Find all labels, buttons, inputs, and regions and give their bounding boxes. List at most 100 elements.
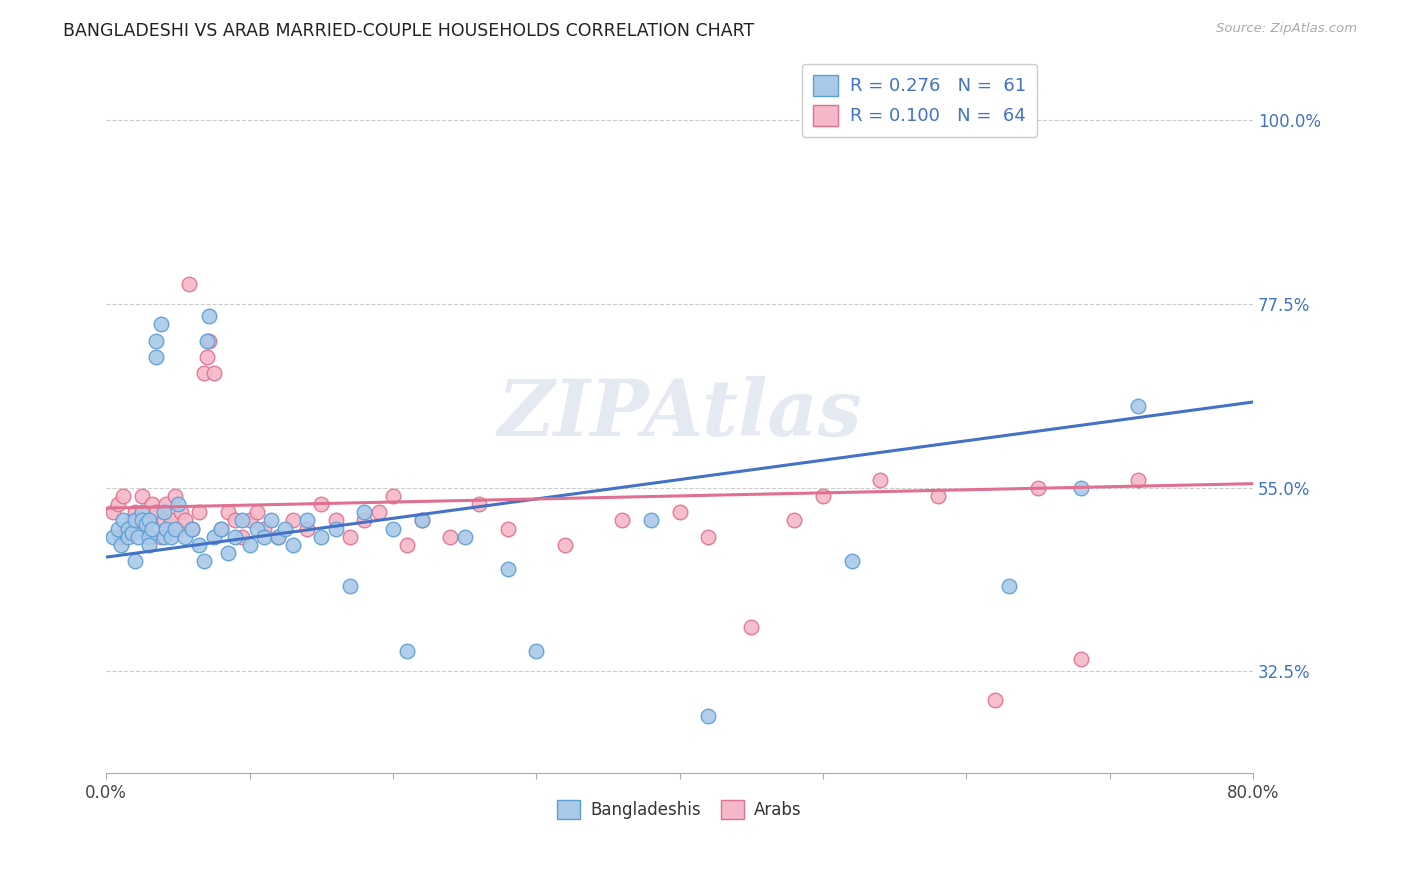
Point <box>231 513 253 527</box>
Point <box>155 497 177 511</box>
Point <box>1026 481 1049 495</box>
Point <box>267 530 290 544</box>
Point <box>135 513 157 527</box>
Point <box>174 530 197 544</box>
Point <box>1070 481 1092 495</box>
Point <box>131 522 153 536</box>
Point <box>811 489 834 503</box>
Point <box>339 579 361 593</box>
Point <box>260 513 283 527</box>
Point <box>135 517 157 532</box>
Point <box>1128 473 1150 487</box>
Point <box>193 554 215 568</box>
Point <box>159 513 181 527</box>
Point <box>496 522 519 536</box>
Point <box>353 513 375 527</box>
Point <box>167 522 190 536</box>
Point <box>1128 399 1150 413</box>
Point <box>1070 652 1092 666</box>
Point <box>246 522 269 536</box>
Point <box>131 489 153 503</box>
Point <box>396 538 419 552</box>
Point <box>110 530 132 544</box>
Point <box>411 513 433 527</box>
Point <box>121 513 143 527</box>
Point <box>138 530 160 544</box>
Point <box>381 489 404 503</box>
Point <box>198 334 221 348</box>
Text: Source: ZipAtlas.com: Source: ZipAtlas.com <box>1216 22 1357 36</box>
Point <box>117 530 139 544</box>
Point <box>188 505 211 519</box>
Point <box>309 530 332 544</box>
Point <box>167 497 190 511</box>
Point <box>152 505 174 519</box>
Point <box>138 513 160 527</box>
Point <box>381 522 404 536</box>
Point <box>149 318 172 332</box>
Point <box>246 505 269 519</box>
Point <box>131 513 153 527</box>
Point <box>124 554 146 568</box>
Point <box>181 522 204 536</box>
Point <box>927 489 949 503</box>
Point <box>224 530 246 544</box>
Point <box>112 489 135 503</box>
Point <box>267 530 290 544</box>
Point <box>697 530 720 544</box>
Point <box>783 513 806 527</box>
Point <box>155 522 177 536</box>
Point <box>253 522 276 536</box>
Point <box>998 579 1021 593</box>
Point <box>138 513 160 527</box>
Point <box>127 530 149 544</box>
Point <box>141 522 163 536</box>
Point <box>103 530 125 544</box>
Point <box>170 505 193 519</box>
Point <box>612 513 634 527</box>
Point <box>496 562 519 576</box>
Point <box>107 522 129 536</box>
Point <box>121 525 143 540</box>
Point <box>295 513 318 527</box>
Point <box>668 505 690 519</box>
Point <box>697 709 720 723</box>
Point <box>145 505 167 519</box>
Point <box>524 644 547 658</box>
Text: ZIPAtlas: ZIPAtlas <box>498 376 862 452</box>
Point <box>238 538 260 552</box>
Point <box>209 522 232 536</box>
Point <box>453 530 475 544</box>
Point <box>367 505 389 519</box>
Point <box>202 367 225 381</box>
Point <box>127 513 149 527</box>
Point <box>181 522 204 536</box>
Point <box>281 538 304 552</box>
Point <box>231 530 253 544</box>
Point <box>640 513 662 527</box>
Point <box>145 334 167 348</box>
Point <box>238 513 260 527</box>
Point <box>339 530 361 544</box>
Point <box>209 522 232 536</box>
Point <box>107 497 129 511</box>
Point <box>179 277 201 291</box>
Point <box>152 530 174 544</box>
Legend: Bangladeshis, Arabs: Bangladeshis, Arabs <box>550 794 808 826</box>
Point <box>163 489 186 503</box>
Point <box>149 530 172 544</box>
Point <box>117 522 139 536</box>
Point <box>110 538 132 552</box>
Point <box>217 546 239 560</box>
Point <box>411 513 433 527</box>
Point <box>295 522 318 536</box>
Point <box>195 350 218 364</box>
Point <box>117 522 139 536</box>
Point <box>439 530 461 544</box>
Point <box>325 522 347 536</box>
Point <box>193 367 215 381</box>
Point <box>353 505 375 519</box>
Point <box>740 619 762 633</box>
Point <box>188 538 211 552</box>
Point <box>281 513 304 527</box>
